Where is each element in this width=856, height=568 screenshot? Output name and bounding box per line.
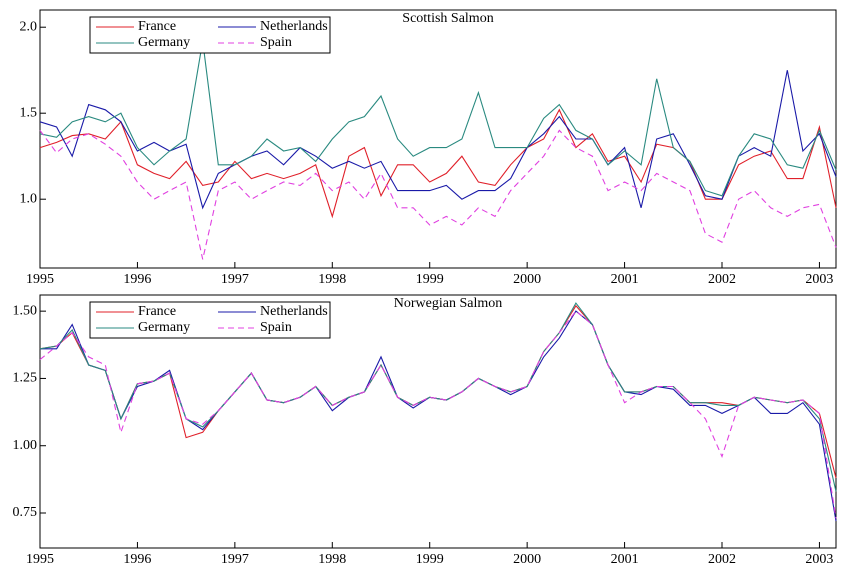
- chart-title: Norwegian Salmon: [394, 296, 502, 311]
- x-tick-label: 2001: [611, 272, 639, 287]
- x-tick-label: 1998: [318, 272, 346, 287]
- x-tick-label: 2003: [805, 552, 833, 563]
- x-tick-label: 1999: [416, 272, 444, 287]
- x-tick-label: 1997: [221, 272, 249, 287]
- legend-label: Germany: [138, 35, 190, 50]
- plot-frame: [39, 9, 837, 269]
- x-tick-label: 1999: [416, 552, 444, 563]
- y-tick-label: 1.25: [13, 371, 38, 386]
- x-tick-label: 2002: [708, 552, 736, 563]
- x-tick-label: 2003: [805, 272, 833, 287]
- x-tick-label: 1995: [26, 272, 54, 287]
- series-line: [40, 310, 837, 522]
- legend-label: France: [138, 19, 176, 34]
- legend-box: [89, 301, 331, 339]
- series-line: [39, 129, 837, 260]
- x-tick-label: 1997: [221, 552, 249, 563]
- x-tick-label: 2002: [708, 272, 736, 287]
- y-tick-label: 1.5: [20, 105, 38, 120]
- series-line: [39, 40, 837, 197]
- chart-title: Scottish Salmon: [402, 11, 493, 26]
- legend-label: France: [138, 304, 176, 319]
- x-tick-label: 1998: [318, 552, 346, 563]
- legend-label: Spain: [260, 320, 292, 335]
- plot-frame: [39, 294, 837, 549]
- legend-label: Netherlands: [260, 304, 328, 319]
- x-tick-label: 1995: [26, 552, 54, 563]
- legend-label: Spain: [260, 35, 292, 50]
- series-line: [39, 108, 837, 219]
- y-tick-label: 1.0: [20, 191, 38, 206]
- y-tick-label: 1.00: [13, 438, 38, 453]
- y-tick-label: 1.50: [13, 303, 38, 318]
- y-tick-label: 0.75: [13, 505, 38, 520]
- x-tick-label: 2000: [513, 272, 541, 287]
- legend-label: Germany: [138, 320, 190, 335]
- legend-label: Netherlands: [260, 19, 328, 34]
- x-tick-label: 1996: [123, 552, 151, 563]
- series-line: [39, 310, 837, 519]
- x-tick-label: 2000: [513, 552, 541, 563]
- x-tick-label: 2001: [611, 552, 639, 563]
- y-tick-label: 2.0: [20, 19, 38, 34]
- legend-box: [89, 16, 331, 54]
- series-line: [39, 70, 837, 210]
- x-tick-label: 1996: [123, 272, 151, 287]
